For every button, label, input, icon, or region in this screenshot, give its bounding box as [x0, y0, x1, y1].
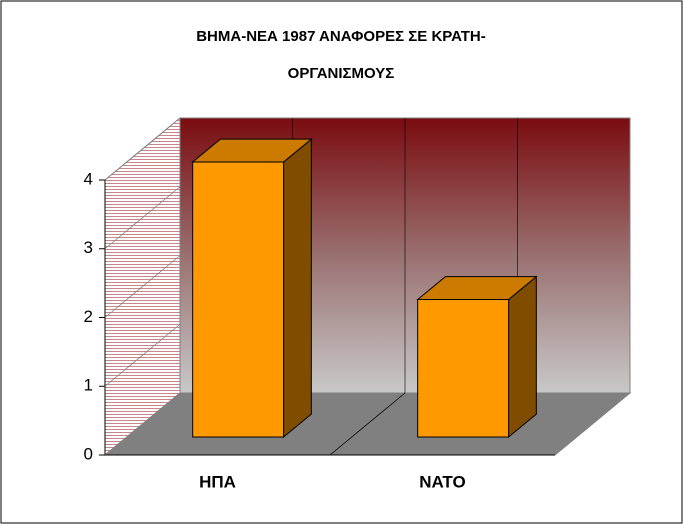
side-grid	[104, 186, 181, 250]
x-tick-label: ΝΑΤΟ	[419, 472, 465, 491]
bar-side	[508, 275, 537, 439]
bar-side	[283, 138, 312, 439]
chart-title: ΒΗΜΑ-ΝΕΑ 1987 ΑΝΑΦΟΡΕΣ ΣΕ ΚΡΑΤΗ-	[196, 28, 486, 45]
bar	[417, 299, 510, 438]
bar	[192, 161, 285, 438]
y-tick-label: 0	[84, 444, 93, 463]
y-tick-label: 3	[84, 238, 93, 257]
floor-grid	[329, 392, 406, 456]
y-tick-label: 1	[84, 376, 93, 395]
side-grid	[104, 392, 181, 456]
chart-title: ΟΡΓΑΝΙΣΜΟΥΣ	[288, 65, 395, 82]
y-tick-label: 2	[84, 307, 93, 326]
x-tick-label: ΗΠΑ	[199, 472, 236, 491]
plot-area: 0 1 2 3 4 ΗΠΑ ΝΑΤΟ	[84, 116, 632, 491]
side-grid	[104, 117, 181, 181]
side-grid	[104, 323, 181, 387]
side-grid	[104, 255, 181, 318]
y-tick-label: 4	[84, 169, 93, 188]
